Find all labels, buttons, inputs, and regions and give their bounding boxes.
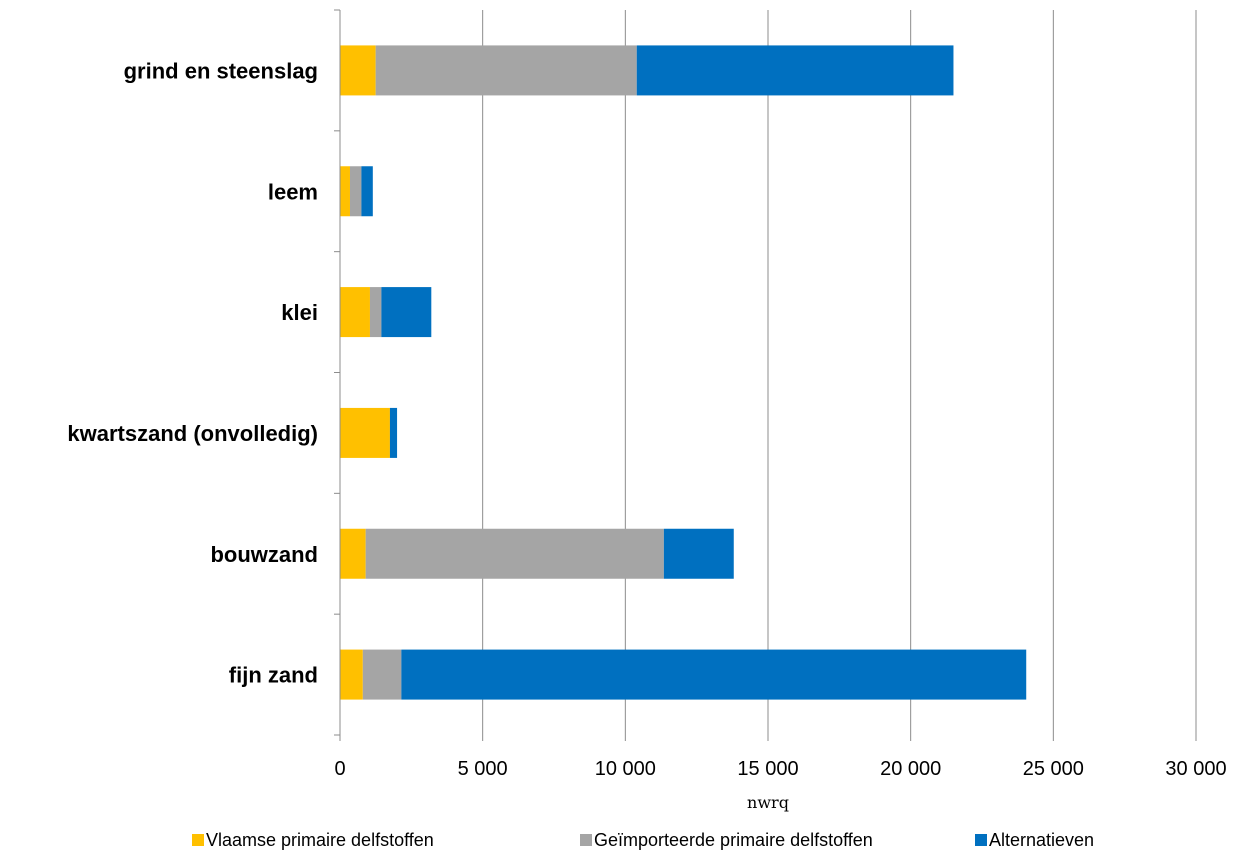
bar-segment-1-2: [340, 166, 350, 217]
category-label: kwartszand (onvolledig): [67, 421, 318, 446]
bar-segment-3-1: [636, 45, 954, 96]
axes: [334, 9, 1197, 741]
category-label: bouwzand: [210, 542, 318, 567]
x-tick-label: 20 000: [880, 758, 941, 780]
x-axis-title: nwrq: [747, 793, 789, 812]
bar-segment-1-6: [340, 649, 363, 700]
bar-segment-3-5: [663, 528, 734, 579]
bar-segment-2-2: [349, 166, 362, 217]
legend-swatch: [580, 834, 592, 846]
bar-segment-2-6: [362, 649, 402, 700]
x-tick-label: 25 000: [1023, 758, 1084, 780]
bar-segment-3-4: [389, 407, 398, 458]
x-tick-labels: 0 5 000 10 000 15 000 20 000 25 000 30 000: [334, 758, 1226, 780]
x-tick-label: 0: [334, 758, 345, 780]
legend-swatch: [975, 834, 987, 846]
category-labels: grind en steenslag leem klei kwartszand (on…: [67, 58, 318, 687]
x-tick-label: 10 000: [595, 758, 656, 780]
legend-label: Geïmporteerde primaire delfstoffen: [594, 830, 873, 850]
bar-segment-2-3: [369, 287, 382, 338]
x-tick-label: 30 000: [1165, 758, 1226, 780]
category-label: leem: [268, 179, 318, 204]
bar-segment-1-4: [340, 407, 390, 458]
bars: [340, 45, 1027, 700]
category-label: fijn zand: [229, 663, 318, 688]
bar-segment-3-3: [381, 287, 432, 338]
x-tick-label: 5 000: [458, 758, 508, 780]
bar-segment-2-5: [365, 528, 664, 579]
bar-segment-1-5: [340, 528, 366, 579]
category-label: klei: [281, 300, 318, 325]
bar-segment-2-1: [375, 45, 637, 96]
category-label: grind en steenslag: [124, 58, 318, 83]
legend-swatch: [192, 834, 204, 846]
bar-segment-3-2: [361, 166, 373, 217]
legend: Vlaamse primaire delfstoffen Geïmporteerd…: [192, 830, 1094, 850]
bar-segment-3-6: [401, 649, 1027, 700]
bar-segment-1-1: [340, 45, 376, 96]
bar-segment-1-3: [340, 287, 370, 338]
legend-label: Vlaamse primaire delfstoffen: [206, 830, 434, 850]
legend-label: Alternatieven: [989, 830, 1094, 850]
x-tick-label: 15 000: [737, 758, 798, 780]
gridlines: [482, 10, 1197, 735]
